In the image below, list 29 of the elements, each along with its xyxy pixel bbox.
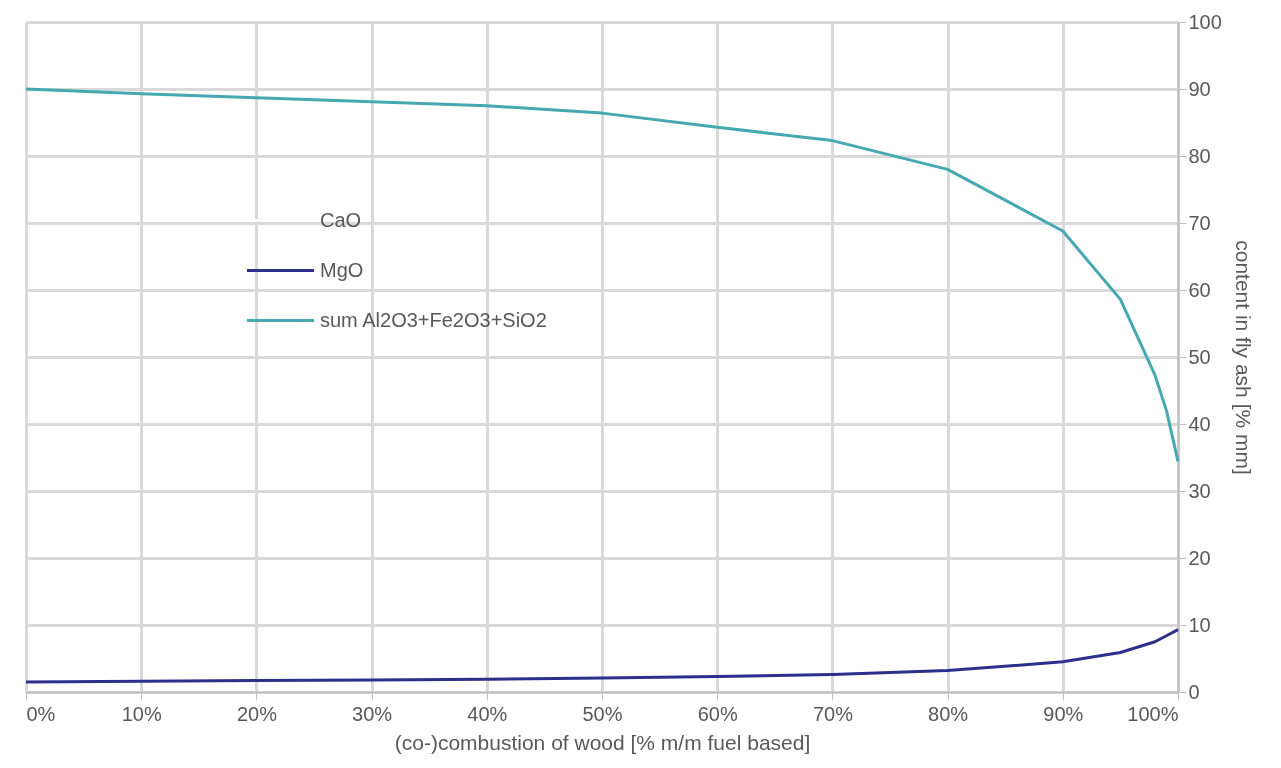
- y-tick-label: 10: [1188, 613, 1211, 636]
- legend-label: CaO: [320, 208, 362, 231]
- y-tick-label: 40: [1188, 412, 1211, 435]
- y-tick-label: 90: [1188, 77, 1211, 100]
- line-series: [24, 628, 1180, 684]
- y-tick-label: 100: [1188, 10, 1222, 33]
- x-tick-label: 0%: [26, 702, 56, 725]
- x-tick-label: 10%: [121, 702, 162, 725]
- y-tick-label: 0: [1188, 680, 1200, 703]
- x-axis-title: (co-)combustion of wood [% m/m fuel based]: [394, 730, 811, 754]
- y-tick-label: 30: [1188, 479, 1211, 502]
- x-tick-label: 90%: [1043, 702, 1084, 725]
- legend-label: MgO: [320, 258, 364, 281]
- y-tick-label: 70: [1188, 211, 1211, 234]
- x-tick-label: 70%: [812, 702, 854, 725]
- line-series: [24, 87, 1180, 464]
- x-tick-label: 30%: [352, 702, 393, 725]
- x-tick-label: 20%: [236, 702, 278, 725]
- x-tick-label: 100%: [1127, 702, 1179, 725]
- x-tick-label: 80%: [928, 702, 969, 725]
- y-tick-label: 20: [1188, 546, 1211, 569]
- x-tick-label: 50%: [582, 702, 623, 725]
- y-tick-label: 60: [1188, 278, 1211, 301]
- legend-label: sum Al2O3+Fe2O3+SiO2: [320, 308, 547, 331]
- x-tick-label: 40%: [467, 702, 508, 725]
- y-tick-label: 50: [1188, 345, 1211, 368]
- y-tick-label: 80: [1188, 144, 1211, 167]
- y-axis-title: content in fly ash [% mm]: [1231, 240, 1255, 475]
- x-tick-label: 60%: [697, 702, 738, 725]
